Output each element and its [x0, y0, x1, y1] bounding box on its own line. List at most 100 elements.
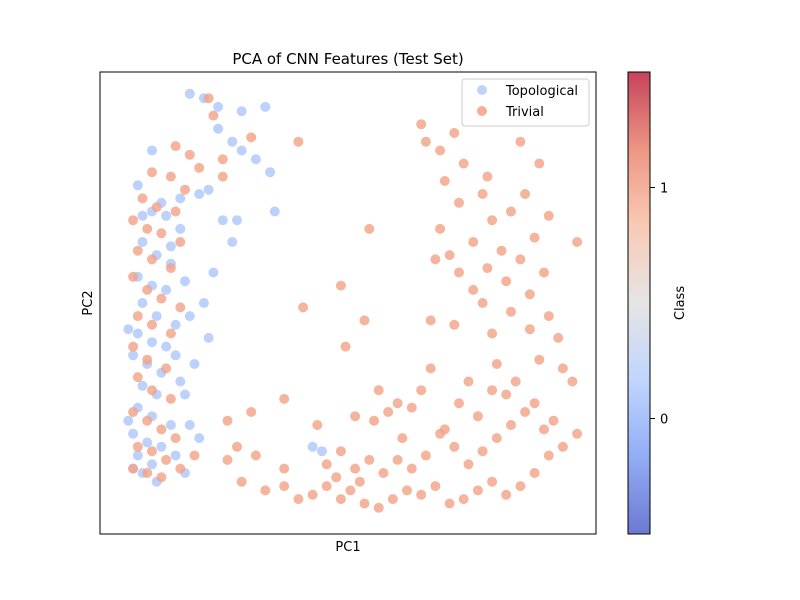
point-trivial-88 [369, 415, 379, 426]
point-topological-4 [213, 101, 224, 112]
point-topological-57 [123, 415, 134, 426]
point-topological-53 [180, 389, 190, 400]
point-trivial-51 [293, 494, 304, 505]
point-trivial-48 [236, 476, 247, 487]
point-trivial-10 [137, 193, 148, 204]
point-trivial-32 [165, 393, 176, 404]
point-trivial-60 [416, 489, 427, 500]
point-trivial-152 [331, 472, 342, 483]
point-trivial-8 [165, 171, 176, 182]
legend-label-topological: Topological [505, 84, 578, 99]
point-trivial-103 [539, 267, 549, 278]
colorbar: 01 Class [627, 71, 688, 535]
point-trivial-95 [553, 332, 564, 343]
point-topological-52 [189, 359, 200, 369]
point-topological-46 [147, 459, 157, 470]
point-trivial-72 [520, 407, 531, 417]
point-trivial-159 [444, 250, 455, 261]
point-trivial-133 [279, 393, 290, 404]
colorbar-tick-label-0: 0 [660, 413, 668, 428]
point-trivial-137 [406, 402, 417, 413]
point-trivial-6 [293, 136, 304, 147]
point-topological-45 [132, 450, 143, 461]
point-trivial-59 [402, 485, 412, 496]
chart-title: PCA of CNN Features (Test Set) [232, 50, 463, 68]
point-trivial-125 [364, 223, 375, 234]
point-trivial-16 [175, 237, 186, 247]
point-topological-59 [175, 193, 186, 204]
point-topological-67 [123, 324, 134, 335]
point-trivial-55 [345, 485, 356, 496]
point-trivial-120 [454, 267, 464, 278]
point-trivial-156 [354, 476, 365, 487]
point-trivial-127 [359, 315, 370, 326]
point-trivial-80 [406, 463, 417, 474]
point-trivial-25 [147, 319, 157, 330]
point-topological-37 [137, 380, 148, 391]
point-topological-12 [203, 184, 214, 195]
point-trivial-93 [510, 376, 521, 387]
point-trivial-98 [506, 306, 516, 317]
point-trivial-150 [194, 162, 205, 173]
point-trivial-117 [420, 136, 431, 147]
point-trivial-58 [387, 494, 398, 505]
point-trivial-22 [156, 293, 167, 304]
point-trivial-89 [416, 385, 427, 396]
point-topological-16 [269, 206, 280, 217]
point-topological-68 [137, 210, 148, 221]
point-trivial-141 [491, 359, 502, 369]
point-trivial-29 [161, 363, 172, 374]
point-trivial-86 [321, 459, 332, 470]
point-trivial-63 [458, 494, 469, 505]
point-trivial-155 [397, 433, 408, 444]
point-topological-19 [161, 210, 172, 221]
point-trivial-135 [350, 411, 361, 422]
point-trivial-160 [520, 189, 531, 199]
point-trivial-121 [430, 254, 441, 265]
point-trivial-118 [416, 119, 427, 130]
point-trivial-83 [364, 454, 375, 465]
point-trivial-46 [232, 441, 242, 452]
point-trivial-13 [128, 215, 139, 226]
point-topological-55 [170, 450, 181, 461]
point-topological-51 [203, 332, 214, 343]
point-trivial-96 [543, 311, 554, 322]
point-trivial-126 [425, 315, 436, 326]
point-trivial-130 [298, 302, 309, 313]
point-topological-60 [165, 241, 176, 252]
point-topological-36 [175, 376, 186, 387]
point-trivial-148 [335, 280, 346, 291]
point-trivial-149 [217, 171, 228, 182]
point-trivial-151 [279, 463, 290, 474]
point-trivial-138 [439, 424, 450, 435]
point-trivial-154 [463, 376, 474, 387]
point-trivial-57 [373, 502, 384, 513]
point-topological-49 [208, 267, 219, 278]
point-trivial-146 [515, 136, 526, 147]
point-trivial-139 [529, 398, 540, 409]
point-trivial-128 [340, 341, 351, 352]
points-layer [123, 88, 583, 513]
point-trivial-90 [454, 398, 464, 409]
legend-marker-topological [477, 85, 487, 95]
point-trivial-24 [132, 311, 143, 322]
point-topological-26 [161, 284, 172, 295]
point-trivial-42 [156, 472, 167, 483]
point-topological-17 [227, 237, 238, 247]
point-topological-9 [236, 145, 247, 156]
point-trivial-140 [557, 363, 568, 374]
point-trivial-107 [468, 237, 479, 247]
point-topological-14 [217, 215, 228, 226]
point-trivial-105 [496, 245, 507, 256]
point-trivial-91 [472, 411, 483, 422]
legend-frame [461, 78, 590, 127]
plot-frame [99, 71, 597, 535]
point-trivial-145 [572, 237, 583, 247]
point-trivial-44 [189, 450, 200, 461]
point-topological-30 [132, 328, 143, 339]
point-trivial-73 [506, 420, 516, 430]
point-topological-63 [170, 350, 181, 361]
point-trivial-17 [132, 245, 143, 256]
point-trivial-43 [175, 463, 186, 474]
